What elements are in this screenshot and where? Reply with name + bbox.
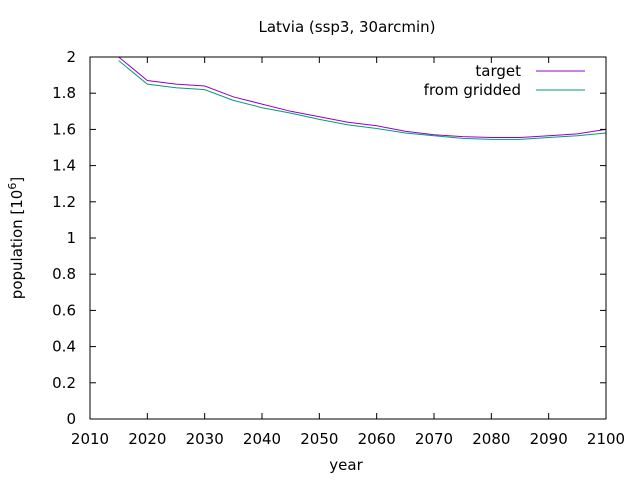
x-tick-label: 2070	[415, 430, 453, 448]
y-tick-label: 1	[66, 229, 76, 247]
x-tick-label: 2060	[358, 430, 396, 448]
chart-title: Latvia (ssp3, 30arcmin)	[258, 18, 435, 36]
y-tick-label: 1.6	[52, 120, 76, 138]
axis-ticks: 2010 2020 2030 2040 2050 2060 2070 2080 2090 2100…	[52, 48, 625, 448]
y-tick-label: 2	[66, 48, 76, 66]
x-tick-label: 2010	[71, 430, 109, 448]
x-tick-label: 2020	[128, 430, 166, 448]
y-tick-label: 1.4	[52, 157, 76, 175]
plot-lines	[118, 57, 606, 140]
y-axis-label-text: population [10	[8, 190, 26, 300]
x-tick-label: 2050	[300, 430, 338, 448]
y-tick-label: 0.6	[52, 301, 76, 319]
x-tick-label: 2040	[243, 430, 281, 448]
series-line-target	[118, 57, 606, 138]
y-tick-label: 0.8	[52, 265, 76, 283]
y-axis-label-exponent: 6	[6, 183, 19, 190]
legend-label-from-gridded: from gridded	[424, 81, 521, 99]
y-tick-label: 0.4	[52, 338, 76, 356]
legend-label-target: target	[475, 62, 521, 80]
y-axis-label: population [106]	[6, 177, 26, 299]
plot-frame	[89, 56, 607, 420]
series-line-from-gridded	[118, 60, 606, 140]
y-tick-label: 1.8	[52, 84, 76, 102]
x-tick-label: 2080	[472, 430, 510, 448]
x-axis-label: year	[329, 456, 363, 474]
y-tick-label: 0	[66, 410, 76, 428]
x-tick-label: 2030	[186, 430, 224, 448]
x-tick-label: 2100	[587, 430, 625, 448]
y-tick-label: 0.2	[52, 374, 76, 392]
x-tick-label: 2090	[530, 430, 568, 448]
y-tick-label: 1.2	[52, 193, 76, 211]
y-axis-label-close: ]	[8, 177, 26, 183]
